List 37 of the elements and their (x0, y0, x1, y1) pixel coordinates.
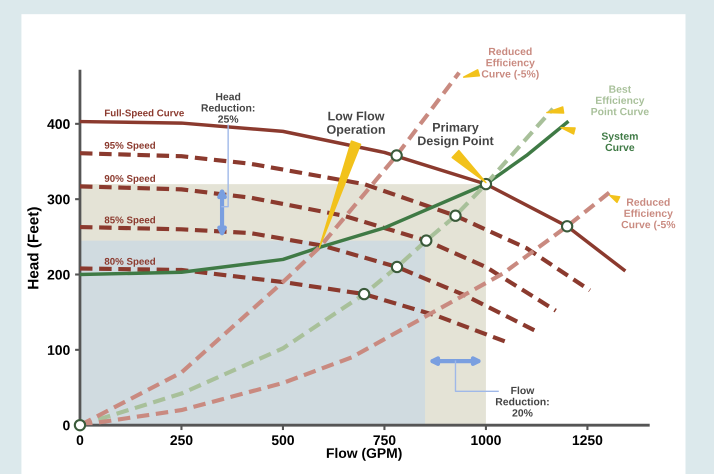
annotation: Primary Design Point (418, 122, 494, 148)
line-series (80, 224, 538, 334)
annotation: Head Reduction: 25% (202, 92, 254, 123)
y-tick-label: 400 (47, 119, 70, 130)
series-label: 95% Speed (104, 142, 156, 151)
point (390, 260, 404, 274)
point (480, 178, 492, 190)
point (390, 149, 403, 162)
point (74, 418, 86, 432)
y-tick-label: 300 (47, 194, 70, 204)
series-label: Full-Speed Curve (104, 109, 184, 118)
annotation: Flow Reduction: 20% (496, 386, 549, 417)
y-tick-label: 0 (63, 420, 70, 430)
point (449, 210, 462, 222)
x-axis-title: Flow (GPM) (326, 448, 402, 461)
series-label: 90% Speed (104, 174, 156, 184)
y-axis-title: Head (Feet) (27, 207, 42, 289)
x-tick-label: 1000 (471, 435, 501, 446)
series-label: 80% Speed (104, 258, 156, 267)
x-tick-label: 0 (76, 435, 84, 446)
annotation: Low Flow Operation (327, 111, 385, 136)
line-series (80, 151, 592, 292)
point (358, 288, 370, 300)
series-label: 85% Speed (104, 216, 156, 226)
text: Reduced Efficiency Curve (-5%) (482, 47, 539, 80)
point (560, 220, 574, 232)
x-tick-label: 750 (373, 435, 396, 446)
point (420, 234, 432, 247)
line-series (80, 184, 558, 313)
x-tick-label: 250 (170, 435, 192, 446)
y-tick-label: 100 (48, 345, 70, 356)
y-tick-label: 200 (48, 270, 70, 280)
series-label: Reduced Efficiency Curve (-5% (622, 198, 676, 230)
text: Best Efficiency Point Curve (591, 86, 649, 116)
x-tick-label: 500 (272, 435, 294, 446)
x-tick-label: 1250 (572, 435, 602, 446)
text: System Curve (602, 132, 638, 152)
